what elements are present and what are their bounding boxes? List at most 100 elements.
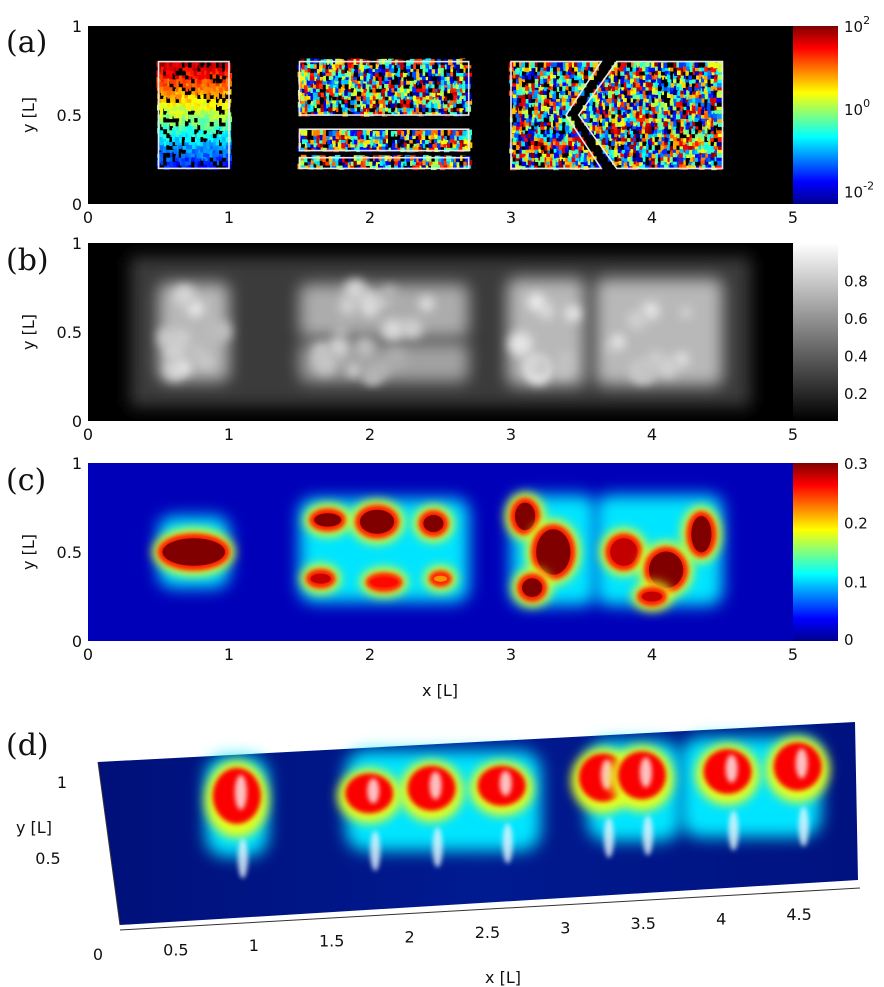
a-speck: [676, 77, 683, 84]
a-speck: [219, 155, 225, 161]
a-speck: [552, 85, 559, 92]
a-speck: [688, 144, 694, 150]
a-speck: [215, 68, 222, 75]
a-speck: [440, 130, 447, 136]
a-speck: [334, 145, 341, 151]
a-speck: [509, 69, 516, 76]
a-speck: [558, 164, 565, 170]
a-speck: [322, 79, 329, 85]
a-speck: [423, 79, 429, 86]
a-speck: [222, 152, 229, 158]
a-speck: [549, 116, 555, 122]
a-speck: [695, 152, 701, 158]
a-speck: [713, 62, 719, 69]
a-speck: [353, 163, 360, 170]
a-speck: [360, 111, 367, 117]
a-speck: [388, 155, 394, 162]
x-tick-d-2: 1: [249, 936, 259, 955]
a-speck: [301, 63, 308, 70]
a-speck: [686, 90, 692, 96]
a-speck: [717, 66, 724, 73]
a-speck: [703, 74, 710, 81]
a-speck: [206, 105, 213, 111]
a-speck: [627, 136, 633, 143]
a-speck: [518, 108, 524, 114]
a-speck: [698, 127, 704, 134]
c-blob-3: [423, 515, 444, 532]
a-speck: [459, 110, 466, 117]
a-speck: [403, 109, 409, 116]
a-speck: [388, 133, 395, 140]
a-speck: [449, 109, 456, 116]
a-speck: [556, 132, 562, 139]
a-speck: [717, 88, 724, 95]
a-speck: [328, 131, 335, 137]
a-speck: [710, 125, 717, 132]
a-speck: [365, 102, 372, 109]
x-tick-a-2: 2: [365, 208, 375, 227]
a-speck: [181, 85, 188, 92]
a-speck: [621, 84, 627, 91]
a-speck: [406, 79, 412, 85]
a-speck: [672, 129, 679, 135]
a-speck: [645, 159, 652, 166]
a-speck: [200, 136, 207, 143]
a-speck: [682, 139, 689, 145]
a-speck: [669, 162, 676, 169]
a-speck: [533, 92, 540, 98]
y-tick-b-2: 1: [72, 234, 82, 253]
a-speck: [682, 97, 689, 104]
a-speck: [319, 129, 326, 136]
a-speck: [301, 101, 307, 108]
a-speck: [443, 102, 449, 109]
a-speck: [190, 116, 197, 123]
a-speck: [602, 120, 608, 126]
a-speck: [437, 98, 443, 105]
a-speck: [627, 108, 633, 114]
a-speck: [344, 82, 351, 89]
a-speck: [608, 120, 615, 127]
a-speck: [446, 94, 453, 101]
a-speck: [179, 116, 185, 123]
a-speck: [397, 163, 404, 170]
a-speck: [528, 97, 535, 104]
a-speck: [354, 82, 361, 89]
a-speck: [588, 70, 594, 77]
a-speck: [398, 159, 404, 166]
a-speck: [169, 70, 176, 76]
a-speck: [368, 68, 375, 74]
a-speck: [409, 102, 416, 109]
a-speck: [531, 82, 537, 88]
a-speck: [717, 117, 723, 123]
a-speck: [203, 159, 209, 165]
a-speck: [190, 93, 197, 100]
a-speck: [443, 142, 450, 148]
a-speck: [672, 73, 679, 80]
a-speck: [215, 80, 222, 87]
a-speck: [717, 147, 723, 154]
a-speck: [166, 156, 172, 162]
a-speck: [660, 155, 666, 161]
a-speck: [191, 81, 197, 88]
a-speck: [611, 140, 617, 147]
a-speck: [192, 148, 198, 154]
a-speck: [543, 136, 550, 142]
a-speck: [708, 164, 714, 171]
a-speck: [222, 125, 228, 132]
a-speck: [366, 91, 372, 98]
a-speck: [588, 105, 595, 112]
a-speck: [187, 97, 193, 103]
a-speck: [173, 105, 180, 112]
a-speck: [645, 89, 652, 96]
a-speck: [347, 91, 354, 98]
a-speck: [200, 101, 207, 108]
a-speck: [515, 112, 522, 118]
a-speck: [453, 86, 459, 92]
a-speck: [388, 164, 394, 170]
a-speck: [409, 137, 415, 144]
a-speck: [428, 145, 435, 152]
a-speck: [394, 78, 401, 85]
a-speck: [632, 72, 639, 79]
a-speck: [347, 145, 354, 152]
a-speck: [663, 148, 670, 155]
